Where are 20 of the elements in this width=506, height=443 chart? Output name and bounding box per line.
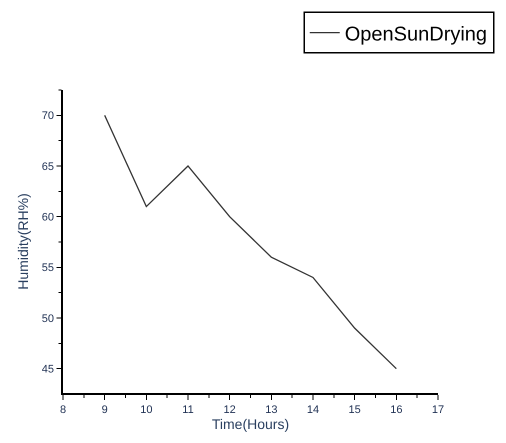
x-tick-label: 9 bbox=[102, 404, 108, 416]
y-tick-label: 60 bbox=[42, 212, 54, 224]
y-axis-title: Humidity(RH%) bbox=[14, 193, 31, 290]
y-tick-label: 70 bbox=[42, 110, 54, 122]
line-series bbox=[104, 114, 397, 370]
x-tick-label: 10 bbox=[140, 404, 152, 416]
x-tick-label: 13 bbox=[265, 404, 278, 416]
y-tick-label: 55 bbox=[42, 262, 54, 274]
y-tick-label: 65 bbox=[42, 160, 54, 173]
x-axis-title: Time(Hours) bbox=[212, 416, 290, 432]
x-tick-label: 14 bbox=[306, 404, 320, 416]
x-tick-label: 17 bbox=[432, 404, 444, 416]
x-tick-label: 12 bbox=[224, 404, 236, 416]
x-tick-label: 8 bbox=[60, 404, 66, 416]
x-tick-label: 11 bbox=[182, 404, 194, 416]
x-tick-label: 15 bbox=[348, 404, 361, 416]
x-tick-label: 16 bbox=[390, 404, 402, 416]
y-tick-label: 45 bbox=[42, 364, 54, 376]
y-tick-label: 50 bbox=[42, 312, 54, 325]
legend-label: OpenSunDrying bbox=[344, 23, 488, 46]
